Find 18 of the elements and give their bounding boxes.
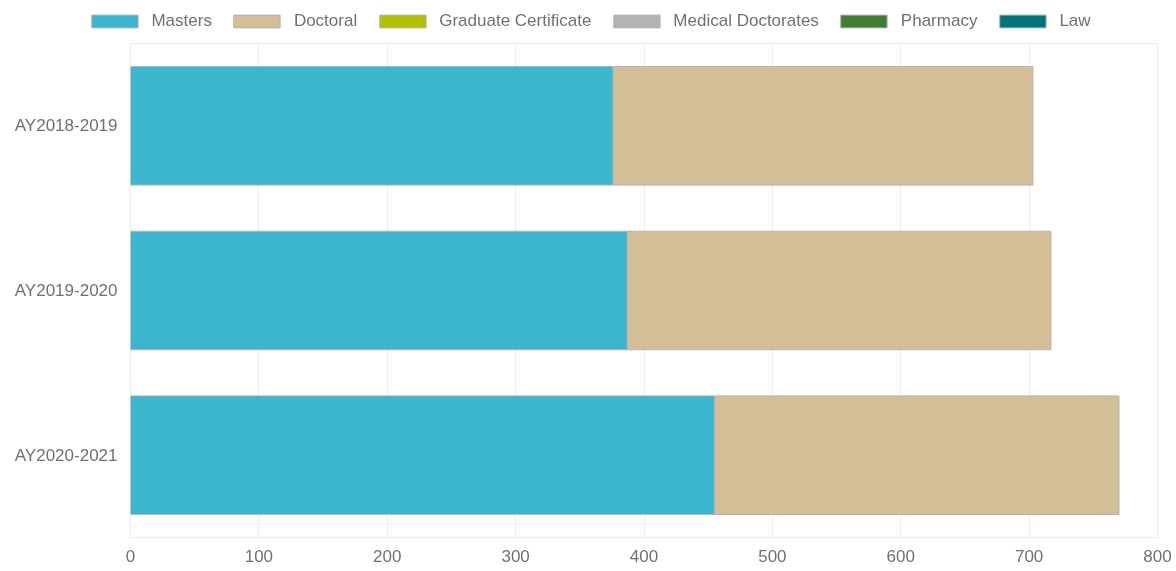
x-tick-label: 600 — [886, 546, 915, 566]
x-tick-label: 800 — [1143, 546, 1172, 566]
x-tick-label: 400 — [629, 546, 659, 566]
legend-label: Medical Doctorates — [673, 11, 819, 31]
y-tick-label: AY2019-2020 — [14, 281, 118, 300]
y-tick-label: AY2020-2021 — [14, 445, 118, 465]
x-tick-label: 700 — [1014, 546, 1044, 566]
x-tick-label: 200 — [373, 546, 402, 566]
legend-label: Graduate Certificate — [439, 11, 592, 31]
x-tick-label: 500 — [758, 546, 787, 566]
y-tick-label: AY2018-2019 — [14, 116, 118, 136]
legend-label: Pharmacy — [900, 11, 978, 31]
x-tick-label: 0 — [125, 546, 136, 566]
x-tick-label: 300 — [501, 546, 530, 566]
x-tick-label: 100 — [244, 546, 274, 566]
legend-label: Masters — [151, 11, 212, 31]
legend-label: Doctoral — [293, 11, 358, 31]
legend-label: Law — [1059, 11, 1091, 31]
